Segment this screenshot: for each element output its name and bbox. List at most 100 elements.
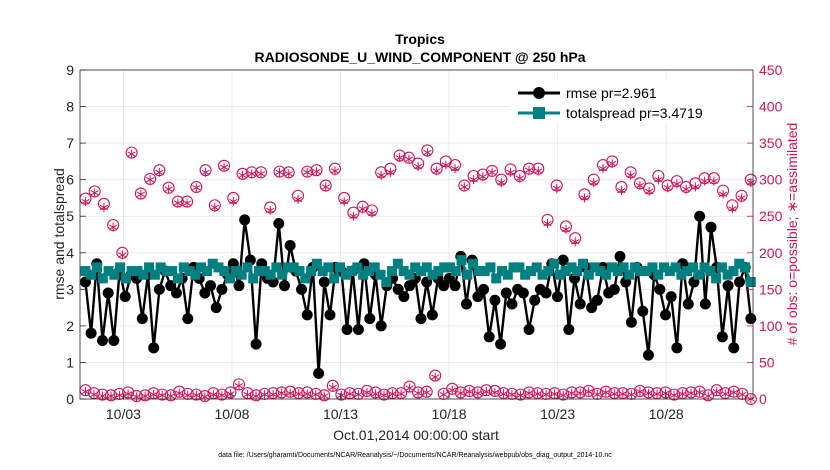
- data-point: [525, 266, 536, 277]
- data-point: [318, 276, 330, 288]
- data-point: [362, 387, 372, 397]
- data-point: [294, 389, 303, 399]
- data-point: [495, 338, 507, 350]
- x-axis: 10/03 10/08 10/13 10/18 10/23 10/28: [106, 393, 684, 422]
- asterisk-stroke: [396, 391, 406, 397]
- asterisk-stroke: [704, 393, 713, 399]
- data-point: [158, 390, 167, 400]
- data-point: [444, 262, 455, 273]
- plot-frame: [79, 69, 754, 400]
- data-point: [514, 262, 525, 273]
- asterisk-stroke: [635, 182, 645, 189]
- asterisk-stroke: [552, 185, 561, 192]
- asterisk-stroke: [534, 168, 543, 174]
- data-point: [216, 283, 228, 295]
- y-axis-label-right: # of obs: o=possible; ∗=assimilated: [784, 123, 800, 346]
- data-point: [595, 266, 606, 277]
- data-point: [617, 186, 626, 196]
- asterisk-stroke: [81, 389, 90, 395]
- data-point: [144, 262, 155, 273]
- asterisk-stroke: [311, 391, 320, 398]
- data-point: [566, 262, 577, 273]
- data-point: [716, 262, 727, 273]
- asterisk-stroke: [89, 391, 99, 398]
- asterisk-stroke: [238, 172, 247, 178]
- data-point: [387, 266, 398, 277]
- data-point: [149, 269, 160, 280]
- asterisk-stroke: [234, 383, 244, 389]
- asterisk-stroke: [598, 166, 608, 172]
- data-point: [284, 239, 296, 251]
- data-point: [379, 390, 389, 400]
- data-point: [506, 167, 515, 177]
- data-point: [352, 324, 364, 336]
- asterisk-stroke: [533, 391, 542, 397]
- data-point: [268, 390, 278, 400]
- data-point: [523, 324, 535, 336]
- data-point: [618, 389, 628, 399]
- data-point: [275, 167, 284, 177]
- data-point: [219, 266, 230, 277]
- data-point: [737, 193, 746, 203]
- asterisk-stroke: [618, 391, 628, 397]
- data-point: [284, 169, 293, 179]
- asterisk-stroke: [469, 176, 478, 183]
- data-point: [478, 172, 487, 182]
- asterisk-stroke: [405, 385, 414, 391]
- data-point: [155, 167, 164, 177]
- data-point: [598, 164, 608, 174]
- tick-label-left: 0: [66, 391, 74, 407]
- data-point: [352, 262, 363, 273]
- data-point: [718, 189, 728, 199]
- asterisk-stroke: [217, 392, 227, 399]
- tick-label-x: 10/13: [323, 406, 358, 422]
- asterisk-stroke: [441, 162, 451, 168]
- data-point: [558, 390, 568, 400]
- asterisk-stroke: [686, 390, 696, 396]
- data-point: [148, 342, 160, 354]
- data-point: [552, 183, 561, 193]
- asterisk-stroke: [243, 391, 252, 398]
- left-y-axis: 0 1 2 3 4 5 6 7 8 9: [66, 62, 86, 407]
- data-point: [209, 390, 218, 400]
- data-point: [115, 262, 126, 273]
- data-point: [531, 262, 542, 273]
- data-point: [301, 165, 314, 178]
- data-point: [432, 166, 441, 176]
- data-point: [630, 262, 641, 273]
- data-point: [705, 221, 717, 233]
- data-point: [682, 266, 693, 277]
- tick-label-x: 10/23: [540, 406, 575, 422]
- data-point: [618, 262, 629, 273]
- data-point: [642, 349, 654, 361]
- data-point: [213, 262, 224, 273]
- data-point: [132, 392, 141, 402]
- asterisk-stroke: [541, 391, 551, 398]
- data-point: [215, 388, 228, 401]
- data-point: [583, 269, 594, 280]
- data-point: [294, 266, 305, 277]
- asterisk-stroke: [354, 391, 363, 398]
- data-point: [404, 269, 415, 280]
- asterisk-stroke: [362, 389, 372, 396]
- tick-label-left: 8: [66, 99, 74, 115]
- asterisk-stroke: [507, 391, 517, 398]
- tick-label-right: 300: [759, 172, 783, 188]
- data-point: [516, 390, 525, 400]
- asterisk-stroke: [155, 169, 164, 176]
- data-point: [364, 313, 376, 325]
- tick-label-left: 6: [66, 172, 74, 188]
- data-point: [85, 327, 97, 339]
- data-point: [589, 262, 600, 273]
- asterisk-stroke: [652, 391, 662, 397]
- data-point: [456, 388, 465, 398]
- data-point: [91, 262, 102, 273]
- asterisk-stroke: [183, 392, 192, 399]
- asterisk-stroke: [423, 149, 432, 156]
- data-point: [371, 389, 380, 399]
- data-point: [670, 262, 681, 273]
- data-point: [687, 262, 698, 273]
- data-point: [256, 169, 266, 179]
- data-point: [354, 390, 363, 400]
- legend-label-totalspread: totalspread pr=3.4719: [566, 105, 703, 121]
